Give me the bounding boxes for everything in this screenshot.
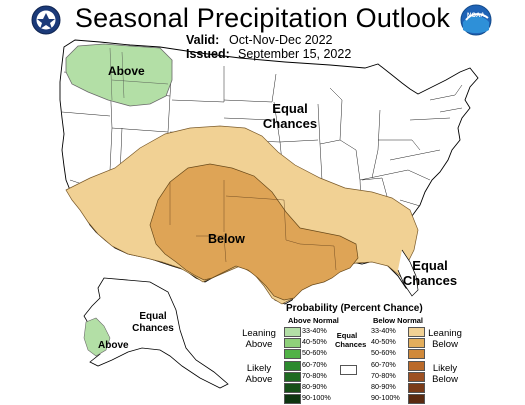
legend-above-range: 70-80% [302, 370, 327, 380]
legend-above-swatch [284, 327, 301, 337]
above-region-state-lines [109, 47, 169, 101]
florida-peninsula [397, 249, 419, 297]
below-region-inner [149, 163, 359, 301]
legend-above-head: Above Normal [288, 316, 339, 325]
legend-likely-above-line2: Above [245, 374, 273, 385]
label-equal-chances-southeast: Equal Chances [400, 258, 460, 288]
issued-label: Issued: [186, 47, 230, 61]
legend: Probability (Percent Chance) Above Norma… [240, 303, 525, 405]
label-equal-chances-alaska: Equal Chances [128, 311, 178, 335]
label-chances-line2: Chances [402, 273, 458, 288]
legend-leaning-above-line2: Above [245, 339, 273, 350]
legend-below-swatch [408, 349, 425, 360]
noaa-logo-icon [460, 4, 492, 36]
legend-above-swatch [284, 338, 301, 349]
legend-above-swatch [284, 383, 301, 393]
legend-above-swatch [284, 349, 301, 360]
legend-equal-line2: Chances [335, 340, 367, 349]
label-equal-chances-1: Equal Chances [260, 101, 320, 131]
legend-below-range: 33-40% [371, 326, 396, 335]
label-equal-line2: Equal [412, 258, 448, 273]
legend-below-range: 70-80% [371, 370, 396, 380]
legend-below-range: 60-70% [371, 359, 396, 369]
legend-likely-above-line1: Likely [246, 363, 272, 374]
legend-above-swatch [284, 394, 301, 405]
label-chances-line1: Chances [262, 116, 318, 131]
label-alaska-equal: Equal [139, 311, 167, 322]
valid-value: Oct-Nov-Dec 2022 [229, 33, 333, 47]
legend-above-range: 80-90% [302, 382, 327, 391]
legend-below-swatch [408, 371, 425, 382]
legend-below-swatch [408, 327, 425, 337]
label-above-alaska: Above [98, 340, 129, 351]
label-above-northwest: Above [108, 64, 145, 78]
legend-above-range: 40-50% [302, 337, 327, 347]
label-below-center: Below [208, 232, 245, 246]
valid-label: Valid: [186, 33, 220, 47]
legend-below-swatch [408, 394, 425, 405]
legend-below-range: 80-90% [371, 382, 396, 391]
legend-equal-swatch [340, 365, 357, 375]
legend-likely-below-line1: Likely [432, 363, 458, 374]
legend-leaning-below-line2: Below [432, 339, 458, 350]
legend-above-swatch [284, 371, 301, 382]
legend-equal-line1: Equal [336, 331, 358, 340]
label-equal-line1: Equal [272, 101, 308, 116]
alaska-outline [83, 277, 229, 389]
legend-above-range: 50-60% [302, 348, 327, 358]
legend-likely-below: Likely Below [426, 363, 464, 385]
legend-leaning-below: Leaning Below [426, 328, 464, 350]
legend-below-swatch [408, 338, 425, 349]
legend-above-swatch [284, 360, 301, 371]
below-inner-state-lines [169, 180, 337, 271]
legend-above-range: 60-70% [302, 359, 327, 369]
above-region-northwest [65, 43, 173, 107]
legend-likely-below-line2: Below [432, 374, 458, 385]
label-alaska-chances: Chances [132, 323, 174, 334]
doc-seal-icon [31, 5, 61, 35]
legend-below-swatch [408, 383, 425, 393]
issued-value: September 15, 2022 [238, 47, 352, 61]
legend-below-range: 40-50% [371, 337, 396, 347]
alaska-above-region [83, 317, 111, 357]
legend-below-head: Below Normal [373, 316, 424, 325]
legend-above-range: 90-100% [302, 393, 331, 403]
legend-title: Probability (Percent Chance) [286, 303, 423, 314]
legend-above-range: 33-40% [302, 326, 327, 335]
legend-below-range: 90-100% [371, 393, 400, 403]
legend-below-swatch [408, 360, 425, 371]
noaa-logo-text: NOAA [467, 13, 485, 19]
legend-leaning-below-line1: Leaning [428, 328, 462, 339]
page-title: Seasonal Precipitation Outlook [74, 3, 451, 33]
legend-equal-chances: Equal Chances [335, 331, 367, 349]
legend-likely-above: Likely Above [242, 363, 276, 385]
legend-below-range: 50-60% [371, 348, 396, 358]
legend-leaning-above: Leaning Above [242, 328, 276, 350]
legend-leaning-above-line1: Leaning [242, 328, 276, 339]
